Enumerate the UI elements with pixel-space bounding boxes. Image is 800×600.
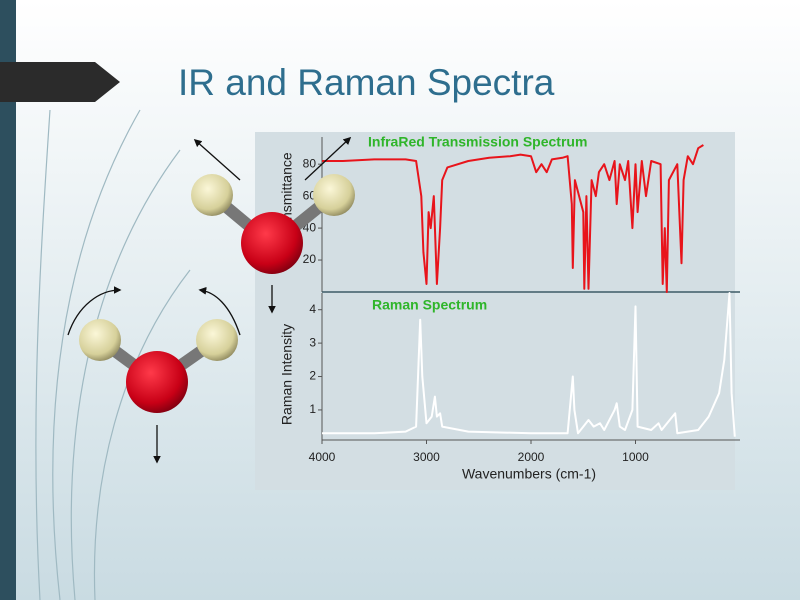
slide-title: IR and Raman Spectra [178, 62, 555, 103]
y-tick-label: 3 [309, 335, 316, 349]
y-tick-label: 80 [303, 156, 317, 170]
series-line [322, 292, 736, 437]
x-tick-label: 3000 [413, 450, 440, 464]
arrow [193, 138, 241, 181]
hydrogen [191, 174, 233, 216]
x-tick-label: 1000 [622, 450, 649, 464]
y-tick-label: 1 [309, 402, 316, 416]
x-axis-label: Wavenumbers (cm-1) [462, 466, 596, 482]
side-bar [0, 0, 16, 600]
chart-title: InfraRed Transmission Spectrum [368, 134, 587, 150]
y-tick-label: 20 [303, 252, 317, 266]
hydrogen [313, 174, 355, 216]
hydrogen [79, 319, 121, 361]
y-tick-label: 4 [309, 302, 316, 316]
oxygen [126, 351, 188, 413]
arrow [67, 286, 122, 336]
title-arrow [0, 62, 120, 102]
chart-title: Raman Spectrum [372, 297, 487, 313]
y-axis-label: Raman Intensity [279, 324, 295, 425]
molecules [67, 136, 355, 464]
y-tick-label: 60 [303, 188, 317, 202]
series-line [322, 144, 704, 293]
hydrogen [196, 319, 238, 361]
x-tick-label: 2000 [518, 450, 545, 464]
oxygen [241, 212, 303, 274]
arrow [304, 136, 352, 181]
arrow [198, 286, 241, 336]
y-tick-label: 2 [309, 369, 316, 383]
x-tick-label: 4000 [309, 450, 336, 464]
